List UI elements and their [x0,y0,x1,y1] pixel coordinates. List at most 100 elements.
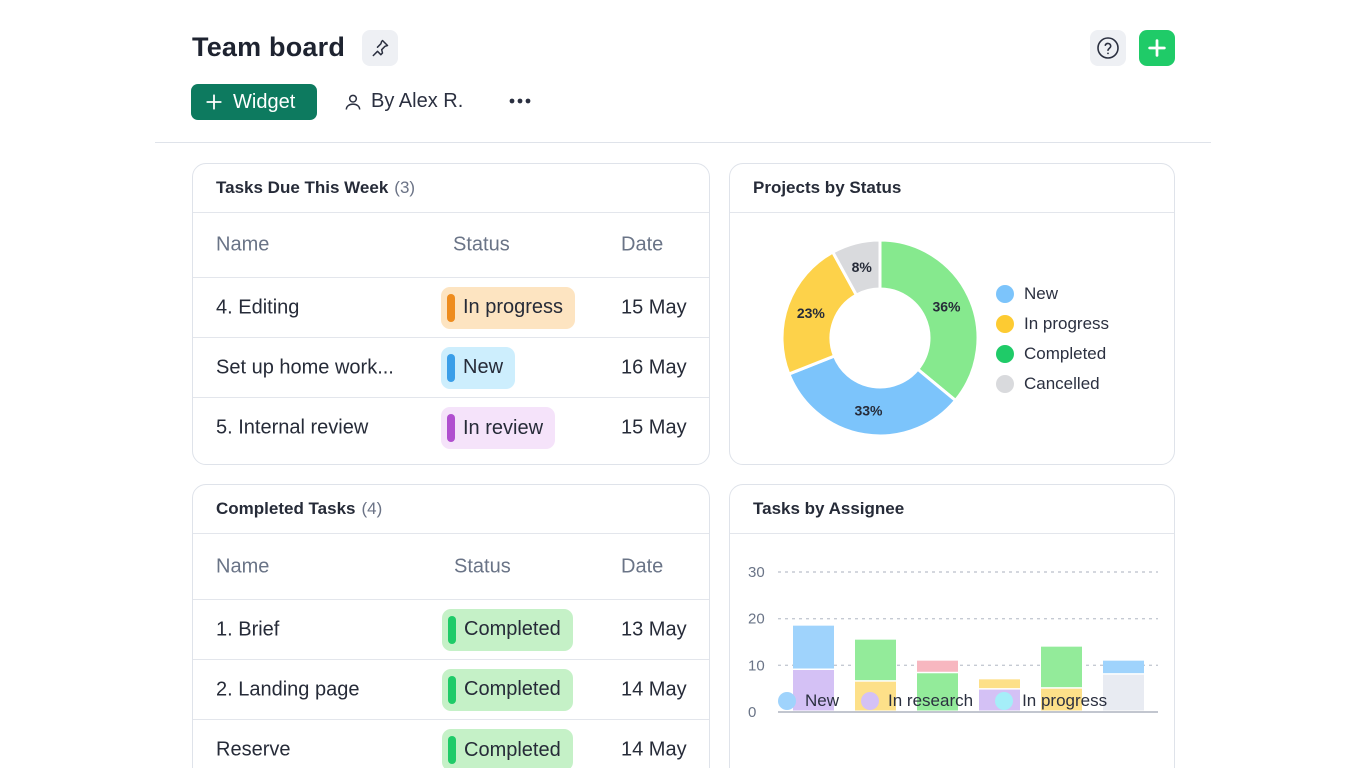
status-label: In progress [463,296,564,318]
table-row[interactable]: 4. Editing In progress 15 May [193,278,709,338]
table-row[interactable]: 5. Internal review In review 15 May [193,398,709,458]
task-name: Reserve [216,738,291,761]
donut-slice-completed[interactable] [878,238,980,403]
task-name: 4. Editing [216,296,300,318]
column-header-date[interactable]: Date [621,233,664,256]
bar-segment[interactable] [1041,646,1082,688]
status-badge[interactable]: Completed [442,668,573,711]
y-tick-label: 20 [748,611,765,628]
task-date: 14 May [621,738,687,761]
plus-icon [206,94,222,110]
legend-item-in-research: In research [861,691,973,711]
chart-legend: New In research In progress [778,691,1107,711]
legend-label: Completed [1024,344,1107,363]
column-header-date[interactable]: Date [621,555,664,577]
legend-swatch [996,285,1014,303]
legend-item-in-progress: In progress [995,691,1107,711]
task-name: 2. Landing page [216,678,360,700]
legend-item-in-progress: In progress [996,309,1109,339]
table-header: Name Status Date [193,213,709,278]
table-row[interactable]: 1. Brief Completed 13 May [193,600,709,660]
card-title-text: Projects by Status [753,178,902,197]
help-button[interactable] [1090,30,1126,66]
y-tick-label: 0 [748,704,756,721]
card-title-text: Completed Tasks [216,499,356,518]
bar-segment[interactable] [793,625,834,669]
projects-by-status-card: Projects by Status 36% 33% 23% 8% New In pr… [729,163,1175,465]
legend-swatch [995,692,1014,710]
task-date: 15 May [621,416,687,439]
donut-value-label: 36% [932,299,961,315]
status-label: New [463,356,504,378]
bar-segment[interactable] [1041,688,1082,711]
tasks-by-assignee-card: Tasks by Assignee 0 10 20 30 New In researc… [729,484,1175,768]
status-badge[interactable]: In progress [441,286,576,329]
donut-value-label: 33% [854,403,883,419]
bar-segment[interactable] [1103,674,1144,711]
card-title: Tasks by Assignee [730,485,1174,534]
bar-segment[interactable] [979,679,1020,689]
status-label: Completed [464,678,561,700]
bar-segment[interactable] [793,670,834,711]
donut-slice-in-progress[interactable] [780,250,859,377]
table-row[interactable]: Reserve Completed 14 May [193,720,709,768]
donut-chart: 36% 33% 23% 8% [780,238,980,438]
bar-segment[interactable] [917,660,958,672]
y-tick-label: 30 [748,564,765,581]
legend-label: In research [888,691,974,710]
legend-swatch [996,345,1014,363]
donut-value-label: 8% [852,259,873,275]
card-count: (3) [394,178,416,197]
legend-swatch [996,315,1014,333]
legend-label: In progress [1022,691,1108,710]
status-color-bar [447,353,455,382]
table-row[interactable]: 2. Landing page Completed 14 May [193,660,709,720]
stacked-bar-chart: 0 10 20 30 [748,564,1158,721]
table-row[interactable]: Set up home work... New 16 May [193,338,709,398]
status-label: Completed [464,738,561,761]
owner-filter[interactable]: By Alex R. [343,90,463,113]
status-badge[interactable]: In review [441,407,556,449]
donut-value-label: 23% [797,305,826,321]
status-badge[interactable]: Completed [442,729,573,768]
more-icon [509,98,531,104]
status-label: Completed [464,618,561,640]
add-widget-button[interactable]: Widget [191,84,317,120]
bar-segment[interactable] [917,673,958,711]
pin-button[interactable] [362,30,398,66]
status-badge[interactable]: New [441,346,516,389]
card-title-text: Tasks by Assignee [753,499,905,518]
user-icon [345,94,361,110]
donut-slice-new[interactable] [786,354,958,438]
widget-button-label: Widget [233,90,296,113]
legend-label: New [805,691,840,710]
card-count: (4) [361,499,383,518]
add-button[interactable] [1139,30,1175,66]
donut-slice-cancelled[interactable] [830,238,882,298]
tasks-due-card: Tasks Due This Week (3) Name Status Date… [192,163,710,465]
column-header-status[interactable]: Status [453,233,510,256]
legend-label: In progress [1024,314,1110,333]
task-date: 15 May [621,296,687,318]
legend-item-cancelled: Cancelled [996,369,1109,399]
column-header-status[interactable]: Status [454,555,511,577]
column-header-name[interactable]: Name [216,555,270,577]
card-title: Projects by Status [730,164,1174,213]
page-header: Team board [192,30,1176,70]
more-options-button[interactable] [507,88,533,114]
legend-label: New [1024,284,1059,303]
pin-icon [372,39,389,57]
legend-item-new: New [778,691,839,711]
chart-legend: New In progress Completed Cancelled [996,279,1109,399]
task-name: 5. Internal review [216,416,369,439]
status-badge[interactable]: Completed [442,608,573,651]
owner-label: By Alex R. [371,90,464,112]
status-color-bar [448,675,456,704]
legend-item-new: New [996,279,1109,309]
legend-swatch [861,692,880,710]
bar-segment[interactable] [855,639,896,681]
bar-segment[interactable] [1103,660,1144,674]
card-title: Completed Tasks (4) [193,485,709,534]
column-header-name[interactable]: Name [216,233,270,256]
header-divider [155,142,1211,143]
